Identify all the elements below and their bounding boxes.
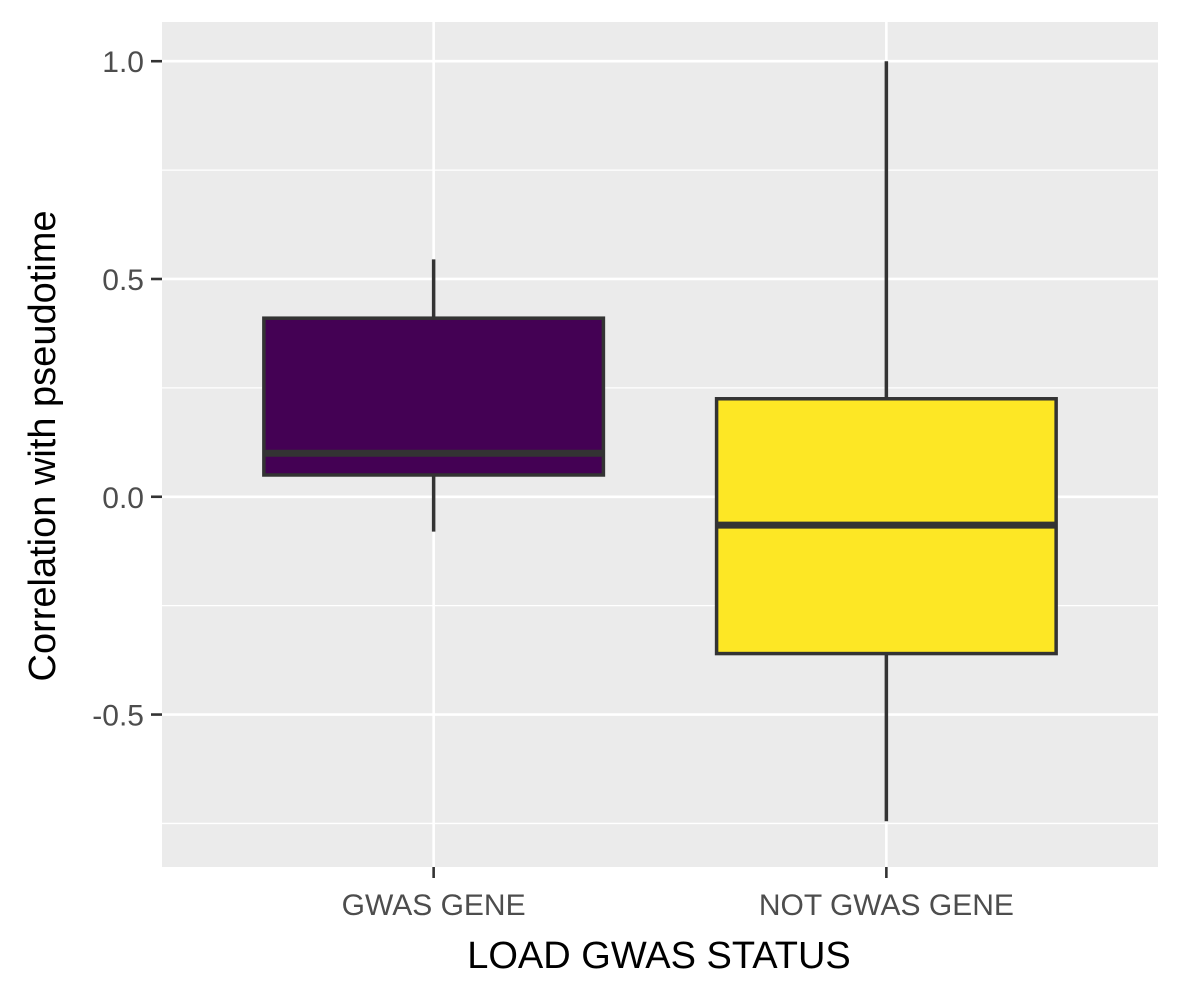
x-axis: GWAS GENE NOT GWAS GENE [342,867,1014,922]
x-tick-label: GWAS GENE [342,889,526,922]
box [262,316,606,477]
y-tick-label: 0.0 [102,482,144,515]
x-tick-label: NOT GWAS GENE [759,889,1014,922]
y-tick-label: -0.5 [92,700,144,733]
boxes [262,61,1058,822]
y-axis-title: Correlation with pseudotime [22,210,64,681]
x-axis-title: LOAD GWAS STATUS [467,935,851,977]
y-tick-label: 0.5 [102,264,144,297]
y-axis: -0.5 0.0 0.5 1.0 [92,46,162,733]
y-tick-label: 1.0 [102,46,144,79]
